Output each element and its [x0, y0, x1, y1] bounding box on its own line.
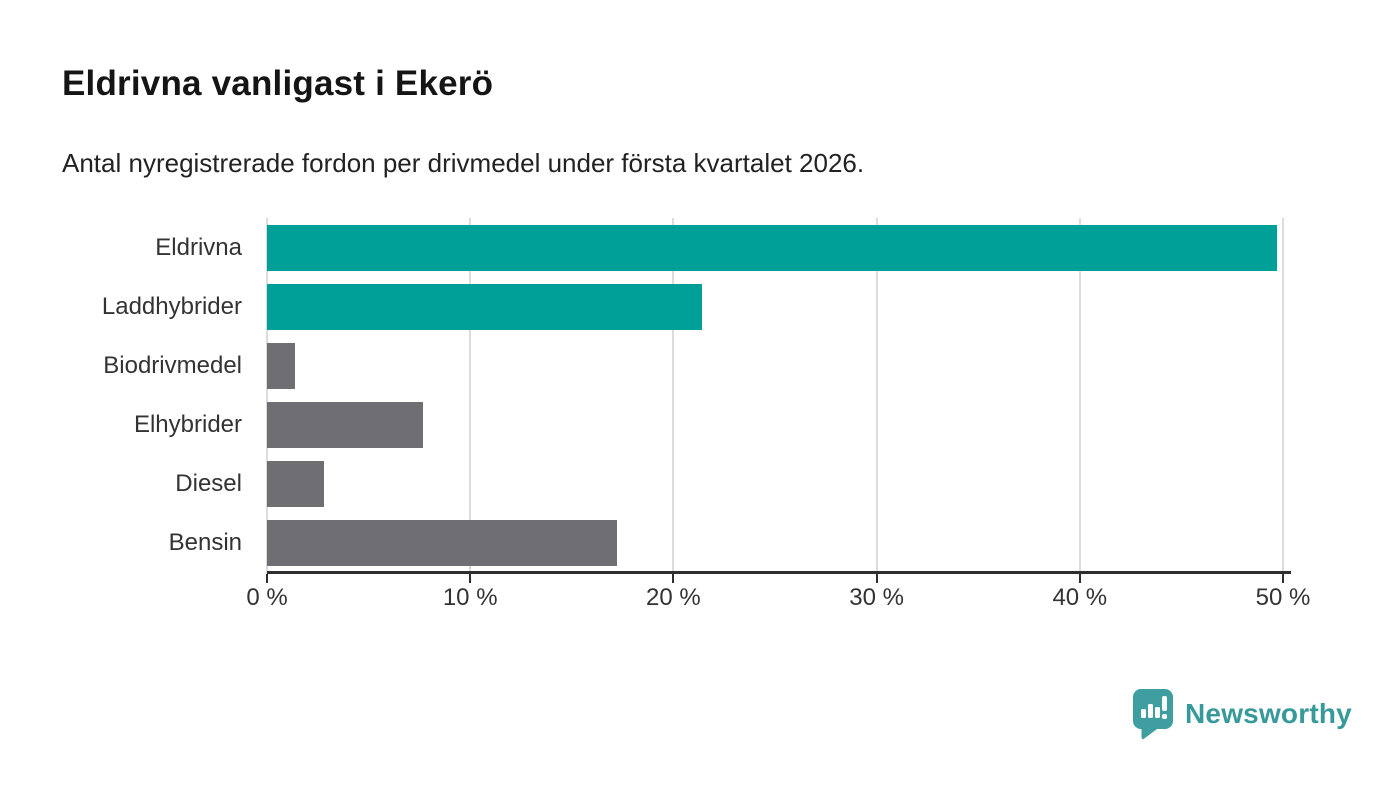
tick-label: 40 %: [1052, 584, 1108, 611]
tick-label: 50 %: [1255, 584, 1311, 611]
bar-diesel: [267, 461, 324, 508]
tick-mark: [672, 574, 675, 583]
tick-label: 30 %: [849, 584, 904, 611]
newsworthy-speech-bubble-bar-chart-icon: [1133, 689, 1173, 740]
chart-title: Eldrivna vanligast i Ekerö: [62, 64, 494, 103]
bar-series: [267, 218, 1283, 573]
tick-mark: [1282, 574, 1284, 583]
tick-label: 20 %: [646, 584, 701, 611]
gridline: [266, 218, 268, 574]
tick-label: 0 %: [246, 584, 288, 611]
bar-row: [267, 218, 1283, 277]
bar-laddhybrider: [267, 283, 702, 330]
newsworthy-brand: Newsworthy: [1132, 688, 1352, 740]
tick-label: 10 %: [442, 584, 498, 611]
category-label: Elhybrider: [133, 411, 242, 439]
bar-bensin: [267, 520, 617, 567]
x-axis-tick-labels: 0 % 10 % 20 % 30 % 40 % 50 %: [246, 584, 1310, 614]
bar-biodrivmedel: [267, 342, 296, 389]
newsworthy-logo-text: Newsworthy: [1185, 698, 1352, 729]
category-label: Diesel: [175, 470, 242, 498]
tick-mark: [266, 574, 268, 583]
bar-eldrivna: [267, 224, 1277, 271]
tick-mark: [875, 574, 878, 583]
gridline: [672, 218, 675, 574]
bar-row: [267, 336, 1283, 395]
bar-row: [267, 277, 1283, 336]
gridline: [875, 218, 878, 574]
category-label: Bensin: [168, 529, 242, 557]
category-label: Biodrivmedel: [103, 351, 242, 379]
bar-row: [267, 514, 1283, 573]
gridline: [1078, 218, 1081, 574]
y-axis-category-labels: Eldrivna Laddhybrider Biodrivmedel Elhyb…: [0, 218, 255, 573]
category-label: Laddhybrider: [101, 292, 242, 320]
x-axis-ticks: [266, 574, 1284, 583]
bar-elhybrider: [267, 402, 424, 449]
gridline: [1282, 218, 1284, 574]
chart-subtitle: Antal nyregistrerade fordon per drivmede…: [62, 148, 865, 178]
tick-mark: [1078, 574, 1081, 583]
x-axis-line: [267, 571, 1291, 574]
category-label: Eldrivna: [155, 233, 242, 261]
bar-row: [267, 396, 1283, 455]
tick-mark: [469, 574, 472, 583]
bar-row: [267, 455, 1283, 514]
gridline: [469, 218, 472, 574]
plot-area: [266, 218, 1284, 574]
